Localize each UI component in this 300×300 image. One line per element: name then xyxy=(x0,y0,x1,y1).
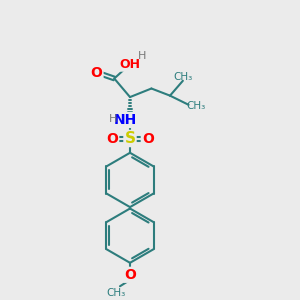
Text: CH₃: CH₃ xyxy=(186,101,205,111)
Text: O: O xyxy=(106,131,118,146)
Text: H: H xyxy=(138,51,146,61)
Text: O: O xyxy=(91,66,103,80)
Text: O: O xyxy=(142,131,154,146)
Text: OH: OH xyxy=(119,58,140,71)
Text: CH₃: CH₃ xyxy=(174,71,193,82)
Text: CH₃: CH₃ xyxy=(106,288,125,298)
Text: H: H xyxy=(109,114,118,124)
Text: S: S xyxy=(124,131,136,146)
Text: O: O xyxy=(124,268,136,282)
Text: NH: NH xyxy=(114,113,137,127)
